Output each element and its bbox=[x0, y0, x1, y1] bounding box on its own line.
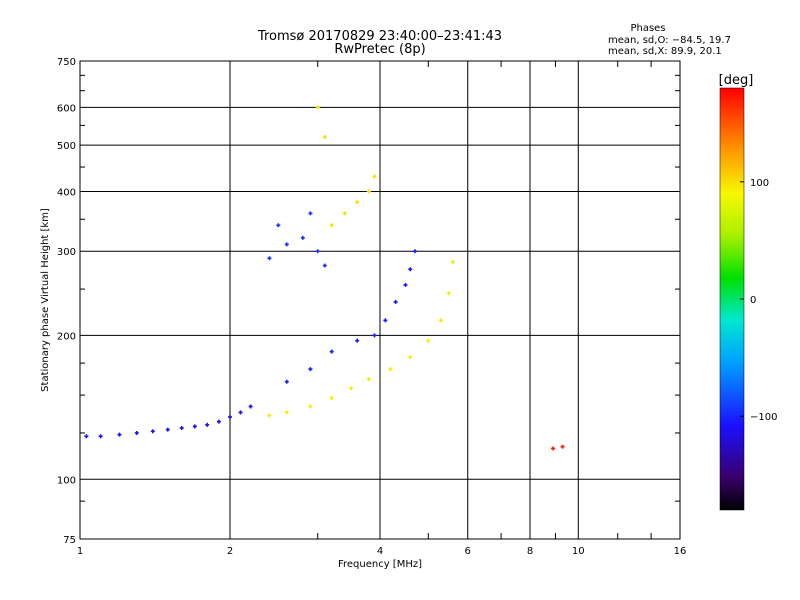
y-tick-label: 750 bbox=[57, 57, 76, 68]
echo-point bbox=[308, 211, 313, 216]
x-axis-label: Frequency [MHz] bbox=[338, 559, 422, 570]
echo-point bbox=[438, 318, 443, 323]
phase-stats-o: mean, sd,O: −84.5, 19.7 bbox=[608, 35, 731, 46]
echo-point bbox=[342, 211, 347, 216]
y-tick-label: 100 bbox=[57, 475, 76, 486]
y-tick-label: 600 bbox=[57, 103, 76, 114]
echo-point bbox=[238, 410, 243, 415]
y-tick-label: 500 bbox=[57, 141, 76, 152]
echo-point bbox=[329, 395, 334, 400]
echo-point bbox=[388, 367, 393, 372]
chart-subtitle: RwPretec (8p) bbox=[334, 42, 425, 57]
x-tick-label: 2 bbox=[227, 546, 233, 557]
echo-point bbox=[372, 333, 377, 338]
echo-point bbox=[165, 427, 170, 432]
echo-point bbox=[228, 414, 232, 419]
echo-point bbox=[308, 404, 313, 409]
x-tick-label: 1 bbox=[77, 546, 83, 557]
colorbar-tick-label: −100 bbox=[750, 412, 777, 423]
echo-point bbox=[98, 434, 103, 439]
y-tick-label: 300 bbox=[57, 247, 76, 258]
colorbar-label: [deg] bbox=[719, 73, 754, 88]
echo-point bbox=[408, 355, 413, 360]
phase-stats-heading: Phases bbox=[630, 23, 665, 34]
y-axis-label: Stationary phase Virtual Height [km] bbox=[40, 208, 51, 392]
echo-point bbox=[450, 259, 455, 264]
echo-point bbox=[315, 249, 320, 254]
echo-point bbox=[322, 135, 327, 140]
echo-point bbox=[134, 430, 139, 435]
echo-point bbox=[329, 349, 334, 354]
echo-point bbox=[349, 386, 354, 391]
echo-point bbox=[179, 426, 184, 431]
echo-point bbox=[393, 299, 398, 304]
echo-point bbox=[372, 174, 377, 179]
echo-point bbox=[267, 256, 272, 261]
echo-point bbox=[284, 410, 289, 415]
echo-point bbox=[300, 235, 305, 240]
echo-point bbox=[329, 223, 334, 228]
echo-point bbox=[355, 338, 360, 343]
echo-point bbox=[315, 105, 320, 110]
echo-point bbox=[412, 249, 417, 254]
grid-lines bbox=[80, 61, 680, 539]
echo-point bbox=[284, 242, 289, 247]
echo-point bbox=[150, 429, 155, 434]
echo-point bbox=[308, 367, 313, 372]
echo-point bbox=[192, 424, 197, 429]
y-tick-label: 400 bbox=[57, 187, 76, 198]
echo-point bbox=[366, 377, 371, 382]
echo-point bbox=[426, 338, 431, 343]
echo-point bbox=[117, 432, 122, 437]
colorbar-tick-label: 0 bbox=[750, 295, 756, 306]
echo-point bbox=[84, 434, 89, 439]
echo-point bbox=[446, 291, 451, 296]
colorbar-ticks: 100 0 −100 bbox=[740, 178, 777, 423]
echo-point bbox=[366, 189, 371, 194]
echo-point bbox=[248, 404, 253, 409]
x-tick-label: 16 bbox=[674, 546, 687, 557]
echo-point bbox=[355, 200, 360, 205]
echo-point bbox=[216, 419, 221, 424]
x-tick-label: 8 bbox=[527, 546, 533, 557]
y-tick-label: 75 bbox=[63, 535, 76, 546]
tick-labels: 1 2 4 6 8 10 16 75 100 200 300 400 500 600 750 bbox=[57, 57, 686, 557]
echo-points bbox=[84, 105, 565, 451]
echo-point bbox=[205, 422, 210, 427]
echo-point bbox=[551, 446, 556, 451]
echo-point bbox=[322, 263, 327, 268]
y-tick-label: 200 bbox=[57, 331, 76, 342]
x-tick-label: 10 bbox=[572, 546, 585, 557]
echo-point bbox=[383, 318, 388, 323]
echo-point bbox=[403, 282, 408, 287]
echo-point bbox=[267, 413, 272, 418]
echo-point bbox=[276, 223, 281, 228]
chart-title: Tromsø 20170829 23:40:00–23:41:43 bbox=[257, 29, 502, 44]
phase-stats-x: mean, sd,X: 89.9, 20.1 bbox=[608, 46, 722, 57]
echo-point bbox=[408, 267, 413, 272]
echo-point bbox=[284, 379, 289, 384]
colorbar-tick-label: 100 bbox=[750, 178, 769, 189]
x-tick-label: 4 bbox=[377, 546, 383, 557]
echo-point bbox=[560, 444, 565, 449]
x-tick-label: 6 bbox=[465, 546, 471, 557]
